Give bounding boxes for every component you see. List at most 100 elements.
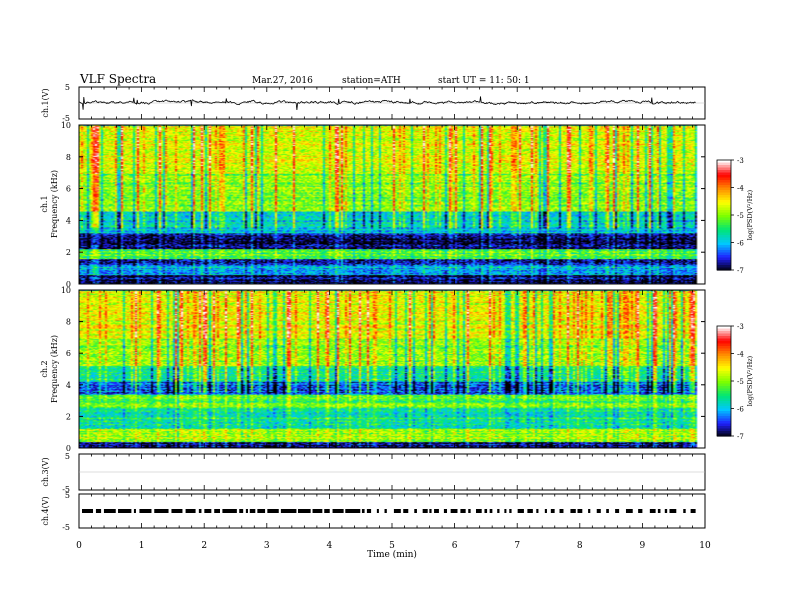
- colorbar-swatch: [717, 225, 731, 229]
- colorbar-swatch: [717, 237, 731, 241]
- colorbar-swatch: [717, 257, 731, 261]
- colorbar-swatch: [717, 222, 731, 226]
- ch4-pulse: [434, 509, 439, 513]
- ch4-pulse: [544, 509, 547, 513]
- ch4-pulse: [429, 509, 432, 513]
- ch4-pulse: [267, 509, 279, 513]
- ch1-freq-ylabel: Frequency (kHz): [50, 170, 59, 238]
- colorbar-swatch: [717, 371, 731, 375]
- ch4-pulse: [489, 509, 493, 513]
- ch4-trace: [82, 509, 696, 513]
- station-label: station=ATH: [342, 76, 401, 86]
- colorbar-swatch: [717, 195, 731, 199]
- colorbar-swatch: [717, 368, 731, 372]
- time-tick-label: 6: [452, 541, 458, 551]
- freq-tick-label: 4: [66, 216, 71, 225]
- time-axis-title: Time (min): [367, 549, 417, 560]
- colorbar-swatch: [717, 227, 731, 231]
- colorbar-tick-label: -5: [737, 378, 744, 386]
- ch4-pulse: [414, 509, 417, 513]
- colorbar-swatch: [717, 376, 731, 380]
- ch2-colorbar: -3 -4 -5 -6 -7 log(PSD(V²/Hz): [716, 323, 754, 441]
- freq-tick-label: 10: [61, 286, 71, 295]
- ch2-spectrogram-image: [79, 290, 705, 448]
- time-tick-label: 5: [389, 541, 395, 551]
- colorbar-swatch: [717, 408, 731, 412]
- colorbar-swatch: [717, 406, 731, 410]
- ch4-pulse: [376, 509, 379, 513]
- colorbar-swatch: [717, 381, 731, 385]
- ch2-spectrogram-panel: 0 2 4 6 8 10 ch.2 Frequency (kHz) -3 -4 -5 -6 -7 l…: [40, 286, 754, 453]
- ch4-pulse: [443, 509, 448, 513]
- ch4-pulse: [171, 509, 183, 513]
- ch4-pulse: [324, 509, 330, 513]
- ch4-pulse: [669, 509, 677, 513]
- colorbar-swatch: [717, 197, 731, 201]
- colorbar-swatch: [717, 398, 731, 402]
- colorbar-swatch: [717, 396, 731, 400]
- freq-tick-label: 6: [66, 185, 71, 194]
- ch4-pulse: [422, 509, 428, 513]
- colorbar-swatch: [717, 403, 731, 407]
- ch4-ytick-bottom: -5: [62, 523, 70, 532]
- freq-tick-label: 8: [66, 318, 71, 327]
- ch4-pulse: [615, 509, 620, 513]
- colorbar-swatch: [717, 175, 731, 179]
- freq-tick-label: 2: [66, 248, 71, 257]
- ch1-waveform-panel: 5 -5 ch.1(V): [41, 83, 706, 123]
- ch4-pulse: [559, 509, 564, 513]
- freq-tick-label: 2: [66, 412, 71, 421]
- colorbar-swatch: [717, 401, 731, 405]
- colorbar-swatch: [717, 267, 731, 271]
- ch4-pulse: [245, 509, 248, 513]
- ch4-pulse: [345, 509, 361, 513]
- ch4-pulse: [536, 509, 539, 513]
- ch4-pulse: [185, 509, 196, 513]
- time-tick-label: 9: [640, 541, 646, 551]
- colorbar-swatch: [717, 386, 731, 390]
- ch4-pulse: [139, 509, 152, 513]
- colorbar-swatch: [717, 363, 731, 367]
- colorbar-swatch: [717, 373, 731, 377]
- colorbar-swatch: [717, 411, 731, 415]
- ch4-pulse: [95, 509, 102, 513]
- colorbar-tick-label: -3: [737, 323, 744, 331]
- time-tick-label: 3: [264, 541, 270, 551]
- ch3-waveform-panel: 5 -5 ch.3(V): [41, 452, 706, 494]
- colorbar-swatch: [717, 187, 731, 191]
- ch4-pulse: [403, 509, 409, 513]
- figure-title: VLF Spectra: [79, 72, 156, 86]
- ch4-pulse: [509, 509, 512, 513]
- ch4-pulse: [550, 509, 555, 513]
- ch2-channel-label: ch.2: [40, 360, 49, 377]
- colorbar-swatch: [717, 230, 731, 234]
- colorbar-swatch: [717, 383, 731, 387]
- colorbar-swatch: [717, 413, 731, 417]
- colorbar-swatch: [717, 326, 731, 330]
- colorbar-swatch: [717, 393, 731, 397]
- colorbar-swatch: [717, 242, 731, 246]
- colorbar-swatch: [717, 423, 731, 427]
- ch4-pulse: [468, 509, 471, 513]
- ch2-freq-ticks: 0 2 4 6 8 10: [61, 286, 705, 453]
- colorbar-swatch: [717, 167, 731, 171]
- colorbar-swatch: [717, 165, 731, 169]
- ch1-trace: [78, 96, 696, 110]
- ch4-pulse: [361, 509, 365, 513]
- ch4-pulse: [222, 509, 237, 513]
- colorbar-swatch: [717, 418, 731, 422]
- colorbar-swatch: [717, 433, 731, 437]
- ch4-pulse: [133, 509, 136, 513]
- ch4-pulse: [460, 509, 466, 513]
- ch4-pulse: [332, 509, 344, 513]
- colorbar-swatch: [717, 262, 731, 266]
- colorbar-swatch: [717, 361, 731, 365]
- colorbar-swatch: [717, 205, 731, 209]
- ch2-freq-ylabel: Frequency (kHz): [50, 335, 59, 403]
- colorbar-swatch: [717, 235, 731, 239]
- ch4-pulse: [475, 509, 482, 513]
- freq-tick-label: 8: [66, 153, 71, 162]
- colorbar-swatch: [717, 172, 731, 176]
- freq-tick-label: 4: [66, 381, 71, 390]
